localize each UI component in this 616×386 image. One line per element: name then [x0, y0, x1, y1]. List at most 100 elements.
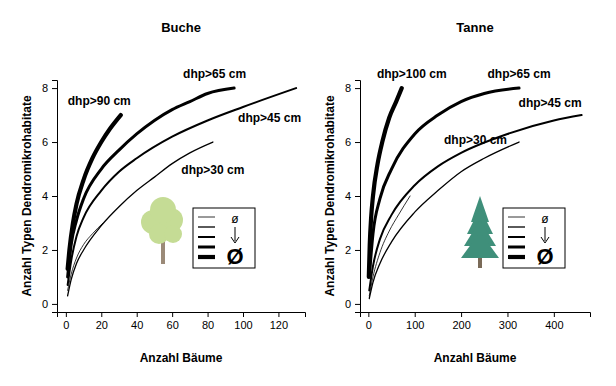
x-tick-label: 20: [96, 319, 108, 331]
x-axis-line: [58, 313, 306, 318]
x-tick-mark: [101, 312, 102, 317]
x-tick-mark: [415, 312, 416, 317]
x-tick: 100: [234, 312, 252, 331]
y-tick: 2: [42, 244, 57, 256]
tree-icon: [461, 196, 499, 268]
width-key: øØ: [503, 208, 565, 269]
key-line: [508, 226, 525, 227]
key-line: [198, 217, 215, 218]
y-tick: 8: [42, 82, 57, 94]
y-tick-mark: [52, 250, 57, 251]
series-label: dhp>45 cm: [238, 111, 301, 125]
series-line: [369, 88, 519, 277]
y-tick-label: 2: [42, 244, 48, 256]
x-axis: 0 20 40 60 80 100 120: [58, 312, 306, 331]
tree-crown: [150, 197, 176, 223]
series-label: dhp>30 cm: [444, 133, 507, 147]
series-label: dhp>45 cm: [519, 96, 582, 110]
key-arrow: [545, 227, 546, 241]
y-tick: 0: [345, 298, 360, 310]
tree-crown: [461, 232, 499, 258]
key-line: [198, 226, 215, 227]
key-line: [508, 255, 525, 259]
panel: Buche 0 20 40 60 80 100 120 0 2 4 6 8 Anzahl Bäume Anz…: [20, 20, 306, 365]
x-axis: 0 100 200 300 400: [361, 312, 591, 331]
x-tick: 300: [499, 312, 517, 331]
x-tick-label: 0: [366, 319, 372, 331]
x-tick-mark: [243, 312, 244, 317]
x-tick-label: 60: [167, 319, 179, 331]
x-tick-label: 40: [131, 319, 143, 331]
tree-crown: [164, 225, 182, 243]
y-axis-line: [52, 81, 58, 313]
tree-icon: [141, 197, 183, 264]
y-tick-label: 2: [345, 244, 351, 256]
y-tick-label: 6: [42, 136, 48, 148]
y-tick-label: 8: [345, 82, 351, 94]
y-tick-mark: [355, 304, 360, 305]
x-axis-label: Anzahl Bäume: [434, 351, 517, 365]
key-line: [508, 217, 525, 218]
x-tick-mark: [137, 312, 138, 317]
key-line: [198, 246, 215, 249]
series-label: dhp>100 cm: [377, 67, 447, 81]
x-tick-mark: [461, 312, 462, 317]
y-axis-label: Anzahl Typen Dendromikrohabitate: [20, 95, 34, 296]
x-tick-label: 80: [202, 319, 214, 331]
key-large-diameter: Ø: [226, 244, 243, 269]
key-box: [503, 208, 565, 268]
key-arrow: [235, 227, 236, 241]
x-tick: 80: [202, 312, 214, 331]
x-tick-label: 400: [545, 319, 563, 331]
key-line: [198, 255, 215, 259]
key-line: [198, 236, 215, 238]
x-axis-line: [361, 313, 591, 318]
y-tick-mark: [52, 142, 57, 143]
y-tick-mark: [355, 142, 360, 143]
y-tick-mark: [355, 196, 360, 197]
title: Buche: [161, 20, 201, 35]
series-label: dhp>65 cm: [488, 67, 551, 81]
y-tick: 4: [42, 190, 57, 202]
y-tick-label: 4: [42, 190, 48, 202]
chart-root: Buche02040608010012002468Anzahl BäumeAnz…: [0, 0, 616, 386]
y-axis-line: [355, 81, 361, 313]
y-tick-mark: [355, 250, 360, 251]
x-tick-mark: [172, 312, 173, 317]
y-tick-mark: [52, 304, 57, 305]
y-tick-mark: [355, 88, 360, 89]
title: Tanne: [456, 20, 493, 35]
x-tick: 120: [270, 312, 288, 331]
x-axis-label: Anzahl Bäume: [140, 351, 223, 365]
x-tick: 40: [131, 312, 143, 331]
x-tick: 400: [545, 312, 563, 331]
x-tick-mark: [507, 312, 508, 317]
x-tick-label: 120: [270, 319, 288, 331]
series-line: [68, 88, 235, 277]
x-tick-label: 100: [234, 319, 252, 331]
y-tick: 8: [345, 82, 360, 94]
x-tick: 100: [406, 312, 424, 331]
y-tick: 4: [345, 190, 360, 202]
y-tick-mark: [52, 196, 57, 197]
key-arrow-head: [541, 237, 549, 243]
key-box: [193, 208, 255, 268]
series-label: dhp>30 cm: [181, 163, 244, 177]
x-tick: 0: [366, 312, 372, 331]
x-tick-label: 0: [63, 319, 69, 331]
y-tick-label: 8: [42, 82, 48, 94]
series-line: [68, 115, 121, 269]
series-line: [369, 88, 402, 277]
x-tick: 20: [96, 312, 108, 331]
plot-area: [369, 88, 582, 298]
y-tick: 6: [345, 136, 360, 148]
x-tick-label: 300: [499, 319, 517, 331]
y-tick: 6: [42, 136, 57, 148]
x-tick: 200: [452, 312, 470, 331]
y-tick-label: 6: [345, 136, 351, 148]
y-tick-mark: [52, 88, 57, 89]
y-tick-label: 0: [42, 298, 48, 310]
x-tick-mark: [208, 312, 209, 317]
series-line: [369, 115, 581, 290]
y-tick: 0: [42, 298, 57, 310]
